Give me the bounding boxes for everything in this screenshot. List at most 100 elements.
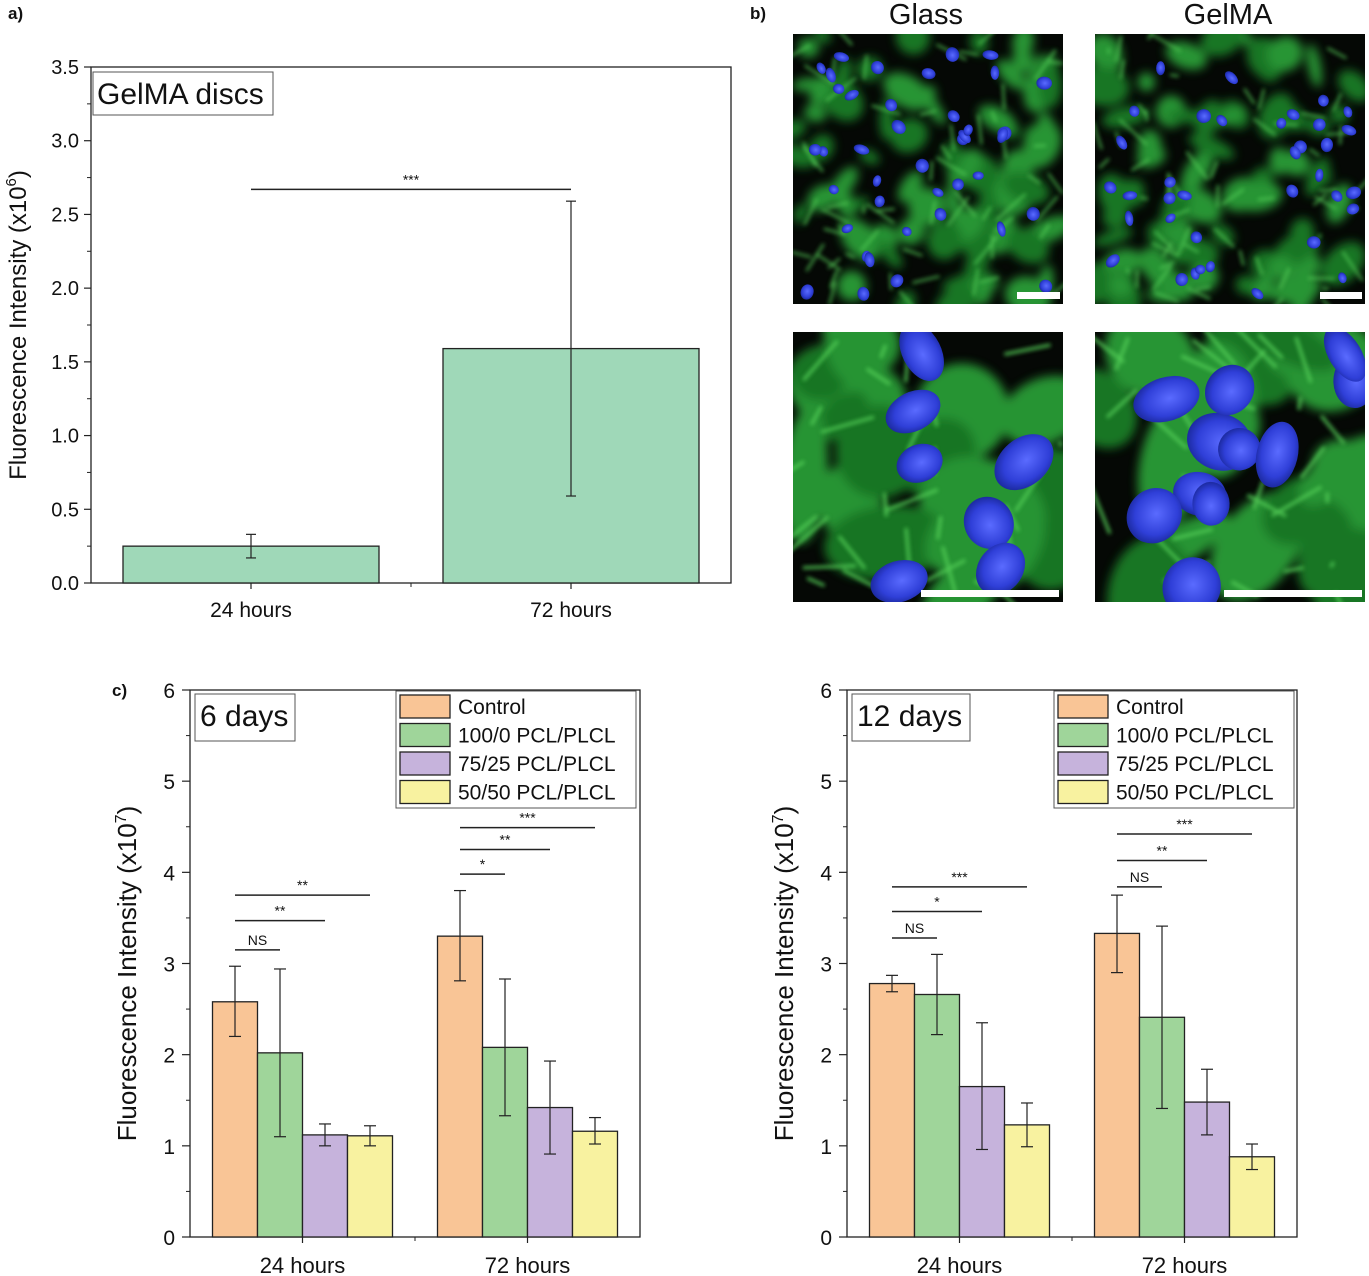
nucleus	[853, 144, 870, 155]
y-tick-label: 6	[163, 680, 175, 703]
nucleus	[996, 221, 1006, 237]
nucleus	[1343, 106, 1353, 118]
nucleus	[963, 124, 973, 136]
micrograph-gelma-high-mag	[1095, 332, 1365, 602]
nucleus	[972, 171, 984, 180]
nucleus	[932, 187, 944, 197]
nucleus	[1105, 254, 1120, 268]
nucleus	[1346, 203, 1360, 215]
chart-title: 12 days	[857, 700, 962, 733]
nucleus	[800, 284, 814, 300]
legend-swatch	[399, 751, 451, 776]
micrograph-gelma-low-mag	[1095, 34, 1365, 304]
y-axis-title: Fluorescence Intensity (x107)	[112, 806, 142, 1142]
significance-label: ***	[951, 869, 968, 885]
significance-label: **	[275, 903, 286, 919]
nucleus	[1338, 272, 1347, 284]
nucleus	[885, 98, 898, 112]
y-axis-title: Fluorescence Intensity (x107)	[769, 806, 799, 1142]
nucleus	[1224, 71, 1238, 85]
nucleus	[997, 128, 1009, 143]
y-tick-label: 0.0	[51, 573, 79, 595]
x-tick-label: 24 hours	[260, 1253, 346, 1276]
nucleus	[1116, 135, 1128, 150]
nucleus	[1331, 190, 1343, 202]
nucleus	[934, 208, 947, 221]
nucleus	[1318, 94, 1329, 107]
nucleus	[885, 389, 941, 434]
nucleus	[1276, 118, 1287, 129]
significance-label: *	[480, 856, 486, 872]
nucleus	[1165, 213, 1176, 224]
y-tick-label: 5	[163, 771, 175, 794]
x-tick-label: 24 hours	[917, 1253, 1003, 1276]
nucleus	[874, 195, 885, 208]
scale-bar	[1017, 292, 1060, 299]
nucleus	[976, 542, 1026, 595]
nucleus	[816, 62, 826, 74]
scale-bar	[1224, 590, 1362, 597]
chart-a: 0.0 0.5 1.0 1.5 2.0 2.5 3.0 3.5 Fluorescence Int…	[3, 57, 732, 622]
y-tick-label: 0.5	[51, 499, 79, 521]
y-tick-label: 1	[163, 1136, 175, 1159]
nucleus	[1129, 105, 1140, 117]
nucleus	[1133, 375, 1200, 423]
nucleus	[1205, 261, 1215, 273]
nucleus	[1345, 186, 1362, 200]
y-tick-label: 3.0	[51, 131, 79, 153]
nucleus	[1323, 332, 1365, 382]
nucleus	[1312, 118, 1326, 131]
nucleus	[1306, 236, 1321, 249]
chart-title: GelMA discs	[97, 78, 264, 111]
nucleus	[1289, 146, 1301, 160]
legend-entry: 75/25 PCL/PLCL	[458, 753, 616, 776]
nucleus	[890, 274, 904, 288]
nucleus	[952, 178, 964, 191]
nucleus	[1104, 181, 1117, 194]
y-axis-title: Fluorescence Intensity (x106)	[3, 170, 32, 480]
bar-50-50-pcl-plcl	[346, 1135, 394, 1238]
nucleus	[1286, 184, 1299, 198]
nucleus	[1162, 557, 1221, 602]
nucleus	[921, 68, 936, 80]
y-tick-label: 0	[820, 1227, 832, 1250]
nucleus	[1026, 207, 1040, 221]
nucleus	[902, 226, 912, 237]
significance-label: **	[297, 877, 308, 893]
x-tick-label: 24 hours	[210, 599, 292, 622]
nucleus	[1163, 192, 1176, 205]
y-tick-label: 4	[163, 862, 175, 885]
legend-swatch	[1057, 694, 1109, 719]
x-tick-label: 72 hours	[530, 599, 612, 622]
significance-label: NS	[1130, 869, 1149, 885]
nucleus	[1196, 109, 1211, 124]
nucleus	[899, 332, 944, 381]
legend-entry: Control	[1116, 696, 1184, 719]
chart-c-6-days: 0 1 2 3 4 5 6 Fluorescence Intensity (x107) 24 h…	[112, 680, 641, 1276]
nucleus	[841, 224, 853, 234]
y-tick-label: 3.5	[51, 57, 79, 79]
chart-c-12-days: 0 1 2 3 4 5 6 Fluorescence Intensity (x107) 24 h…	[769, 680, 1298, 1276]
bar-control	[868, 982, 916, 1238]
nucleus	[1251, 288, 1264, 300]
significance-label: **	[500, 832, 511, 848]
title-box	[92, 71, 274, 116]
nucleus	[1122, 191, 1138, 201]
nucleus	[947, 110, 960, 123]
legend-entry: 75/25 PCL/PLCL	[1116, 753, 1274, 776]
x-tick-label: 72 hours	[1142, 1253, 1228, 1276]
nucleus	[982, 50, 999, 60]
nucleus	[1216, 114, 1228, 127]
legend-swatch	[399, 779, 451, 805]
nucleus	[1218, 427, 1261, 471]
micrograph-panel: Glass GelMA	[793, 0, 1365, 602]
title-box	[851, 693, 971, 742]
y-tick-label: 2.0	[51, 278, 79, 300]
legend-entry: 50/50 PCL/PLCL	[458, 782, 616, 805]
significance-label: ***	[403, 171, 420, 187]
nucleus	[990, 65, 1000, 80]
micrograph-column-glass: Glass	[889, 0, 963, 31]
legend-entry: 50/50 PCL/PLCL	[1116, 782, 1274, 805]
nucleus	[1039, 279, 1053, 293]
nucleus	[1341, 124, 1357, 136]
